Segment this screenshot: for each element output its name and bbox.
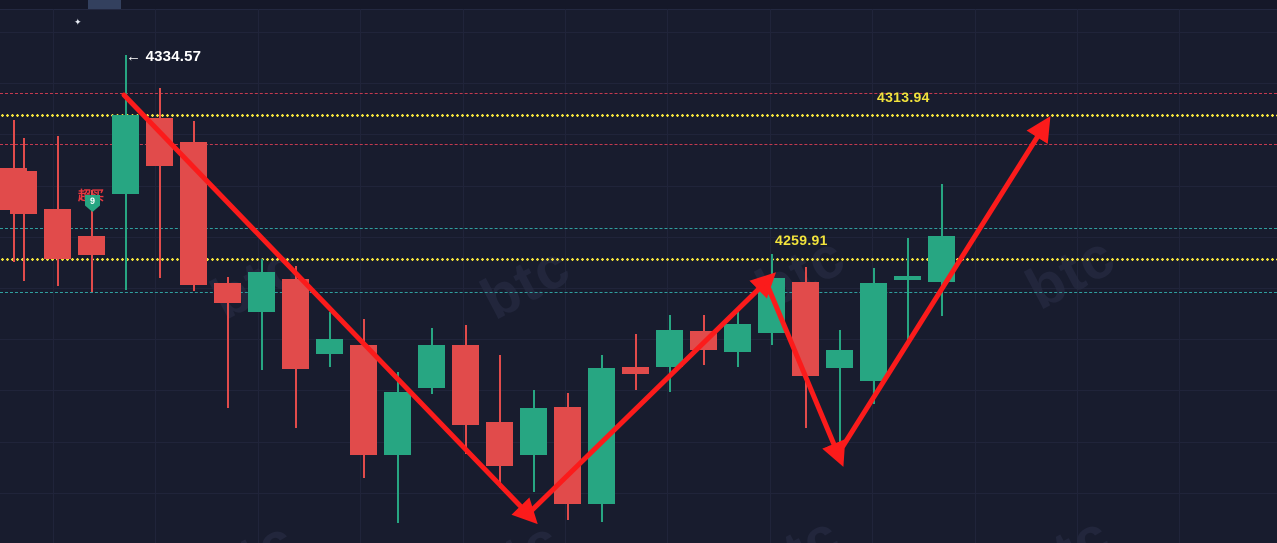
grid-line-vertical	[1179, 9, 1180, 543]
candle-body	[622, 367, 649, 374]
grid-line-vertical	[565, 9, 566, 543]
grid-line-horizontal	[0, 83, 1277, 84]
overbought-count-badge: 9	[85, 195, 100, 212]
candle-body	[928, 236, 955, 282]
price-level-target-lower	[0, 258, 1277, 261]
grid-line-horizontal	[0, 339, 1277, 340]
candle-body	[350, 345, 377, 455]
grid-line-vertical	[463, 9, 464, 543]
grid-line-horizontal	[0, 442, 1277, 443]
window-top-bar	[0, 0, 1277, 10]
candle-body	[656, 330, 683, 367]
grid-line-horizontal	[0, 237, 1277, 238]
price-level-label-target-upper: 4313.94	[877, 89, 930, 105]
overbought-annotation: 超买 9	[78, 185, 120, 221]
candle-wick	[906, 238, 909, 342]
grid-line-horizontal	[0, 493, 1277, 494]
btc-watermark: btc	[460, 507, 571, 543]
grid-line-vertical	[155, 9, 156, 543]
grid-line-vertical	[1077, 9, 1078, 543]
candle-wick	[838, 330, 841, 452]
candle-body	[452, 345, 479, 425]
candle-body	[758, 278, 785, 333]
btc-watermark: btc	[740, 502, 851, 543]
candle-body	[894, 276, 921, 280]
mouse-cursor-icon: ✦	[74, 17, 82, 27]
price-level-target-upper	[0, 114, 1277, 117]
price-level-support-lower	[0, 292, 1277, 293]
candle-body	[486, 422, 513, 466]
candle-wick	[634, 334, 637, 390]
btc-watermark: btc	[1010, 502, 1121, 543]
candle-body	[78, 236, 105, 255]
price-level-label-target-lower: 4259.91	[775, 232, 828, 248]
candle-body	[690, 331, 717, 350]
grid-line-horizontal	[0, 186, 1277, 187]
candle-wick	[158, 88, 161, 278]
candle-body	[588, 368, 615, 504]
candle-body	[10, 171, 37, 214]
grid-line-horizontal	[0, 134, 1277, 135]
candle-body	[214, 283, 241, 303]
grid-line-horizontal	[0, 32, 1277, 33]
candle-body	[792, 282, 819, 376]
browser-tab-indicator[interactable]	[88, 0, 121, 9]
candle-body	[44, 209, 71, 259]
candle-body	[860, 283, 887, 381]
candle-body	[180, 142, 207, 285]
price-level-support-upper	[0, 228, 1277, 229]
candle-body	[112, 115, 139, 194]
candle-body	[146, 118, 173, 166]
grid-line-vertical	[360, 9, 361, 543]
candle-body	[826, 350, 853, 368]
candle-body	[724, 324, 751, 352]
swing-high-price-label: ← 4334.57	[126, 48, 202, 65]
candle-body	[384, 392, 411, 455]
grid-line-vertical	[667, 9, 668, 543]
btc-watermark: btc	[195, 507, 306, 543]
candle-body	[248, 272, 275, 312]
chart-plot-area[interactable]: btcbtcbtcbtcbtcbtcbtcbtc 4313.944259.91 …	[0, 9, 1277, 543]
candle-body	[418, 345, 445, 388]
price-level-resistance-upper	[0, 93, 1277, 94]
price-level-resistance-lower	[0, 144, 1277, 145]
grid-line-horizontal	[0, 390, 1277, 391]
candle-body	[520, 408, 547, 455]
grid-line-vertical	[975, 9, 976, 543]
candle-body	[282, 279, 309, 369]
candle-body	[316, 339, 343, 354]
candle-body	[554, 407, 581, 504]
grid-line-vertical	[53, 9, 54, 543]
